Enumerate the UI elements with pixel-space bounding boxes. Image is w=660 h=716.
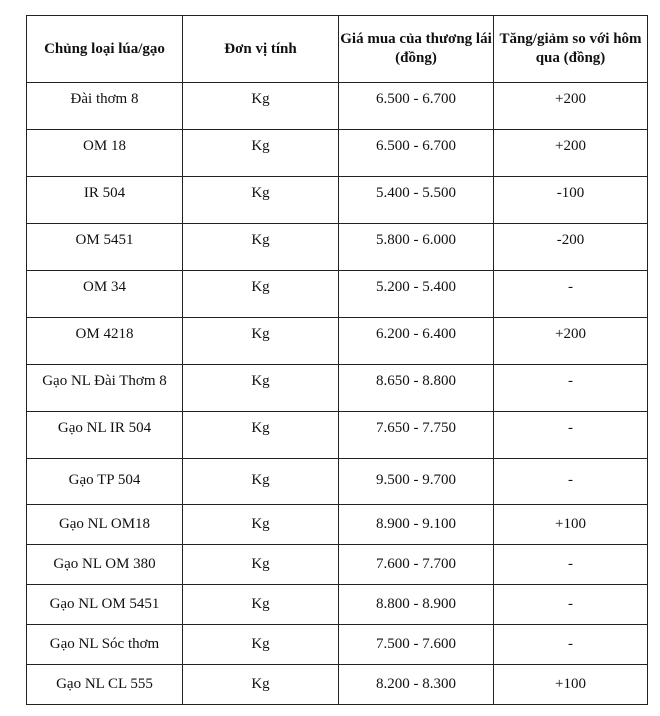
cell-price: 6.500 - 6.700 [338,82,494,130]
cell-change: +100 [493,504,648,545]
cell-variety: Gạo NL Sóc thơm [26,624,183,665]
cell-change: +200 [493,317,648,365]
cell-change: - [493,411,648,459]
table-row: OM 4218 Kg 6.200 - 6.400 +200 [26,317,648,365]
cell-unit: Kg [182,664,339,705]
cell-change: +100 [493,664,648,705]
cell-change: - [493,364,648,412]
table-row: Gạo NL OM 5451 Kg 8.800 - 8.900- [26,584,648,625]
cell-price: 7.500 - 7.600 [338,624,494,665]
cell-change: - [493,458,648,505]
cell-unit: Kg [182,504,339,545]
cell-variety: OM 18 [26,129,183,177]
table-row: Gạo NL OM18 Kg 8.900 - 9.100 +100 [26,504,648,545]
table-row: OM 18 Kg 6.500 - 6.700 +200 [26,129,648,177]
cell-unit: Kg [182,317,339,365]
header-change: Tăng/giảm so với hôm qua (đồng) [493,15,648,83]
cell-price: 8.900 - 9.100 [338,504,494,545]
cell-change: +200 [493,82,648,130]
cell-variety: Gạo NL IR 504 [26,411,183,459]
table-row: OM 34 Kg 5.200 - 5.400- [26,270,648,318]
rice-price-table: Chủng loại lúa/gạo Đơn vị tính Giá mua c… [26,15,648,705]
cell-variety: IR 504 [26,176,183,224]
cell-unit: Kg [182,82,339,130]
cell-variety: Gạo NL CL 555 [26,664,183,705]
table-row: Gạo NL Sóc thơm Kg 7.500 - 7.600- [26,624,648,665]
cell-change: -200 [493,223,648,271]
header-row: Chủng loại lúa/gạo Đơn vị tính Giá mua c… [26,15,648,83]
table-row: Gạo NL CL 555 Kg 8.200 - 8.300 +100 [26,664,648,705]
cell-price: 7.650 - 7.750 [338,411,494,459]
cell-unit: Kg [182,270,339,318]
cell-price: 5.800 - 6.000 [338,223,494,271]
cell-price: 6.500 - 6.700 [338,129,494,177]
cell-unit: Kg [182,364,339,412]
table-row: Đài thơm 8 Kg 6.500 - 6.700 +200 [26,82,648,130]
cell-unit: Kg [182,458,339,505]
cell-unit: Kg [182,584,339,625]
cell-variety: OM 4218 [26,317,183,365]
cell-variety: Đài thơm 8 [26,82,183,130]
cell-variety: OM 34 [26,270,183,318]
table-row: Gạo TP 504 Kg 9.500 - 9.700- [26,458,648,505]
table-row: IR 504 Kg 5.400 - 5.500 -100 [26,176,648,224]
header-unit: Đơn vị tính [182,15,339,83]
cell-change: - [493,270,648,318]
cell-change: - [493,544,648,585]
cell-price: 5.400 - 5.500 [338,176,494,224]
cell-unit: Kg [182,223,339,271]
cell-price: 8.650 - 8.800 [338,364,494,412]
table-row: Gạo NL IR 504 Kg 7.650 - 7.750- [26,411,648,459]
table-row: Gạo NL Đài Thơm 8 Kg 8.650 - 8.800- [26,364,648,412]
cell-change: +200 [493,129,648,177]
cell-price: 5.200 - 5.400 [338,270,494,318]
cell-price: 6.200 - 6.400 [338,317,494,365]
cell-price: 9.500 - 9.700 [338,458,494,505]
header-price: Giá mua của thương lái (đồng) [338,15,494,83]
cell-variety: Gạo TP 504 [26,458,183,505]
cell-change: - [493,584,648,625]
cell-unit: Kg [182,624,339,665]
cell-price: 7.600 - 7.700 [338,544,494,585]
cell-variety: Gạo NL Đài Thơm 8 [26,364,183,412]
cell-change: - [493,624,648,665]
table-row: OM 5451 Kg 5.800 - 6.000 -200 [26,223,648,271]
cell-unit: Kg [182,129,339,177]
table-row: Gạo NL OM 380 Kg 7.600 - 7.700- [26,544,648,585]
header-variety: Chủng loại lúa/gạo [26,15,183,83]
cell-unit: Kg [182,176,339,224]
cell-unit: Kg [182,544,339,585]
cell-variety: Gạo NL OM18 [26,504,183,545]
cell-price: 8.200 - 8.300 [338,664,494,705]
cell-variety: Gạo NL OM 5451 [26,584,183,625]
cell-variety: Gạo NL OM 380 [26,544,183,585]
cell-variety: OM 5451 [26,223,183,271]
cell-change: -100 [493,176,648,224]
cell-price: 8.800 - 8.900 [338,584,494,625]
cell-unit: Kg [182,411,339,459]
